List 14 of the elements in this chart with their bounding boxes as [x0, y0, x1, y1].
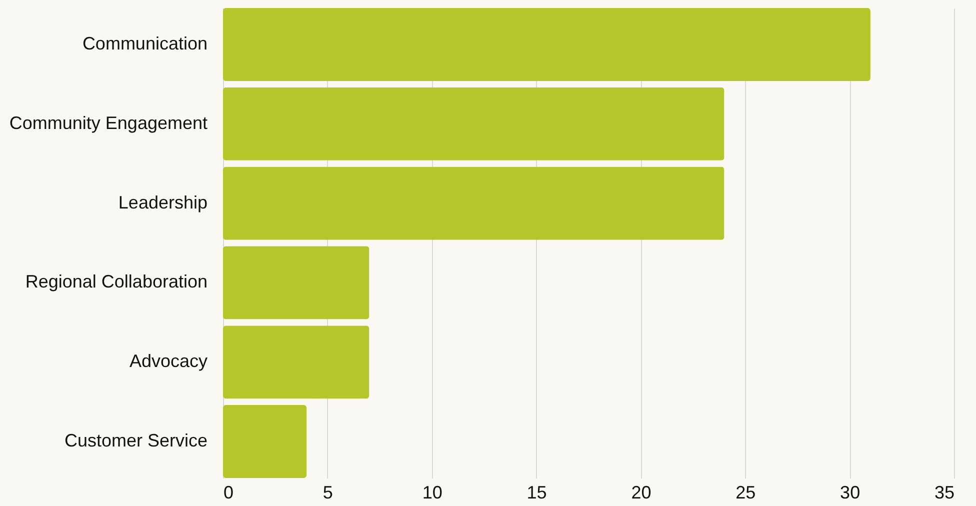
- x-tick-label: 25: [736, 482, 756, 502]
- x-tick-label: 15: [526, 482, 547, 502]
- x-tick-label: 0: [224, 482, 234, 502]
- y-tick-label: Community Engagement: [9, 112, 208, 133]
- x-tick-label: 35: [934, 482, 954, 502]
- x-tick-label: 20: [631, 482, 652, 502]
- x-tick-label: 5: [322, 482, 333, 502]
- x-tick-label: 10: [422, 482, 442, 502]
- y-tick-label: Advocacy: [129, 351, 208, 372]
- y-tick-label: Leadership: [118, 192, 208, 212]
- y-tick-label: Regional Collaboration: [25, 272, 208, 292]
- y-tick-label: Communication: [82, 34, 208, 54]
- x-tick-label: 30: [840, 482, 860, 502]
- y-tick-label: Customer Service: [64, 430, 208, 450]
